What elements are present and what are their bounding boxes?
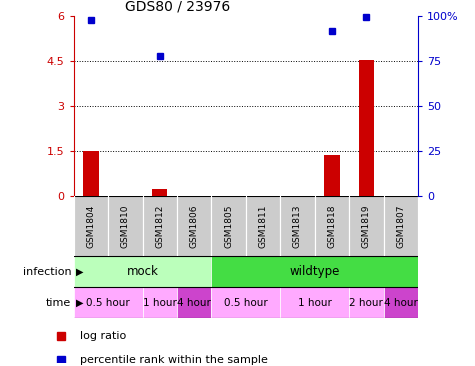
Bar [324, 156, 340, 196]
Text: log ratio: log ratio [80, 331, 126, 341]
Bar [177, 287, 211, 318]
Bar [108, 196, 142, 256]
Bar [349, 287, 384, 318]
Bar [384, 196, 418, 256]
Text: 1 hour: 1 hour [298, 298, 332, 308]
Bar [74, 196, 108, 256]
Text: GSM1805: GSM1805 [224, 204, 233, 248]
Text: GSM1807: GSM1807 [396, 204, 405, 248]
Text: mock: mock [126, 265, 159, 278]
Text: 0.5 hour: 0.5 hour [86, 298, 130, 308]
Text: time: time [46, 298, 71, 308]
Text: 4 hour: 4 hour [177, 298, 211, 308]
Bar [152, 189, 168, 196]
Text: 0.5 hour: 0.5 hour [224, 298, 268, 308]
Bar [74, 256, 211, 287]
Text: 2 hour: 2 hour [350, 298, 383, 308]
Text: wildtype: wildtype [289, 265, 340, 278]
Text: GSM1818: GSM1818 [327, 204, 336, 248]
Text: ▶: ▶ [76, 267, 84, 277]
Text: 1 hour: 1 hour [143, 298, 177, 308]
Text: ▶: ▶ [76, 298, 84, 308]
Bar [384, 287, 418, 318]
Bar [142, 196, 177, 256]
Bar [359, 60, 374, 196]
Bar [280, 287, 349, 318]
Text: GSM1806: GSM1806 [190, 204, 199, 248]
Text: GSM1813: GSM1813 [293, 204, 302, 248]
Text: 4 hour: 4 hour [384, 298, 418, 308]
Bar [142, 287, 177, 318]
Bar [211, 256, 418, 287]
Bar [246, 196, 280, 256]
Bar [83, 151, 99, 196]
Bar [211, 196, 246, 256]
Text: GSM1811: GSM1811 [258, 204, 267, 248]
Text: GDS80 / 23976: GDS80 / 23976 [125, 0, 230, 14]
Bar [74, 287, 142, 318]
Bar [314, 196, 349, 256]
Text: GSM1812: GSM1812 [155, 204, 164, 248]
Text: GSM1810: GSM1810 [121, 204, 130, 248]
Text: GSM1804: GSM1804 [86, 204, 95, 248]
Bar [211, 287, 280, 318]
Text: infection: infection [23, 267, 71, 277]
Bar [280, 196, 314, 256]
Text: percentile rank within the sample: percentile rank within the sample [80, 355, 268, 365]
Text: GSM1819: GSM1819 [362, 204, 371, 248]
Bar [177, 196, 211, 256]
Bar [349, 196, 384, 256]
